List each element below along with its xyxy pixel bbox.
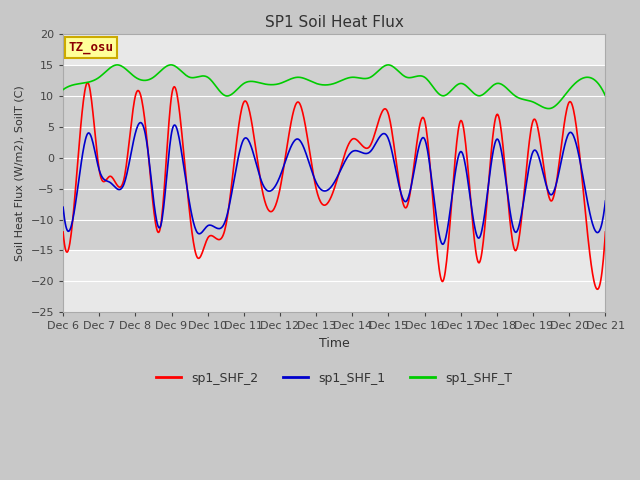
sp1_SHF_T xyxy=(527,98,534,104)
sp1_SHF_1 xyxy=(93,155,100,161)
Bar xyxy=(63,65,605,251)
sp1_SHF_1 xyxy=(405,192,413,197)
sp1_SHF_2 xyxy=(60,229,67,235)
sp1_SHF_T xyxy=(389,64,397,70)
Y-axis label: Soil Heat Flux (W/m2), SoilT (C): Soil Heat Flux (W/m2), SoilT (C) xyxy=(15,85,25,261)
sp1_SHF_1 xyxy=(60,204,67,210)
sp1_SHF_2 xyxy=(84,80,92,85)
sp1_SHF_2 xyxy=(527,128,534,134)
Text: TZ_osu: TZ_osu xyxy=(68,41,113,54)
Title: SP1 Soil Heat Flux: SP1 Soil Heat Flux xyxy=(265,15,404,30)
sp1_SHF_T xyxy=(93,76,100,82)
sp1_SHF_T xyxy=(545,106,552,111)
Line: sp1_SHF_1: sp1_SHF_1 xyxy=(63,122,605,244)
sp1_SHF_T xyxy=(405,75,413,81)
sp1_SHF_2 xyxy=(389,135,397,141)
X-axis label: Time: Time xyxy=(319,337,349,350)
sp1_SHF_2 xyxy=(93,150,101,156)
sp1_SHF_2 xyxy=(593,287,601,292)
Line: sp1_SHF_T: sp1_SHF_T xyxy=(63,65,605,108)
sp1_SHF_2 xyxy=(405,195,413,201)
sp1_SHF_T xyxy=(471,91,479,97)
sp1_SHF_1 xyxy=(136,120,144,125)
sp1_SHF_1 xyxy=(472,229,479,235)
sp1_SHF_T xyxy=(375,68,383,73)
Line: sp1_SHF_2: sp1_SHF_2 xyxy=(63,83,605,289)
sp1_SHF_2 xyxy=(375,118,383,123)
sp1_SHF_1 xyxy=(602,198,609,204)
sp1_SHF_1 xyxy=(389,153,397,159)
sp1_SHF_1 xyxy=(527,153,535,159)
sp1_SHF_1 xyxy=(375,135,383,141)
Legend: sp1_SHF_2, sp1_SHF_1, sp1_SHF_T: sp1_SHF_2, sp1_SHF_1, sp1_SHF_T xyxy=(151,367,517,390)
sp1_SHF_1 xyxy=(438,241,446,247)
sp1_SHF_2 xyxy=(602,229,609,235)
sp1_SHF_T xyxy=(60,87,67,93)
sp1_SHF_2 xyxy=(471,243,479,249)
sp1_SHF_T xyxy=(602,93,609,99)
sp1_SHF_T xyxy=(167,62,175,68)
